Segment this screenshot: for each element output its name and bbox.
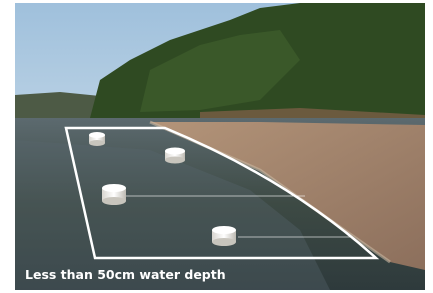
photo: Less than 50cm water depth [0,0,433,293]
buoy [102,184,126,205]
buoy [89,132,105,146]
far-trees [15,92,100,118]
page: Less than 50cm water depth (() => { cons… [0,0,433,293]
caption: Less than 50cm water depth [25,267,226,282]
buoy [165,148,185,164]
buoy [212,226,236,246]
